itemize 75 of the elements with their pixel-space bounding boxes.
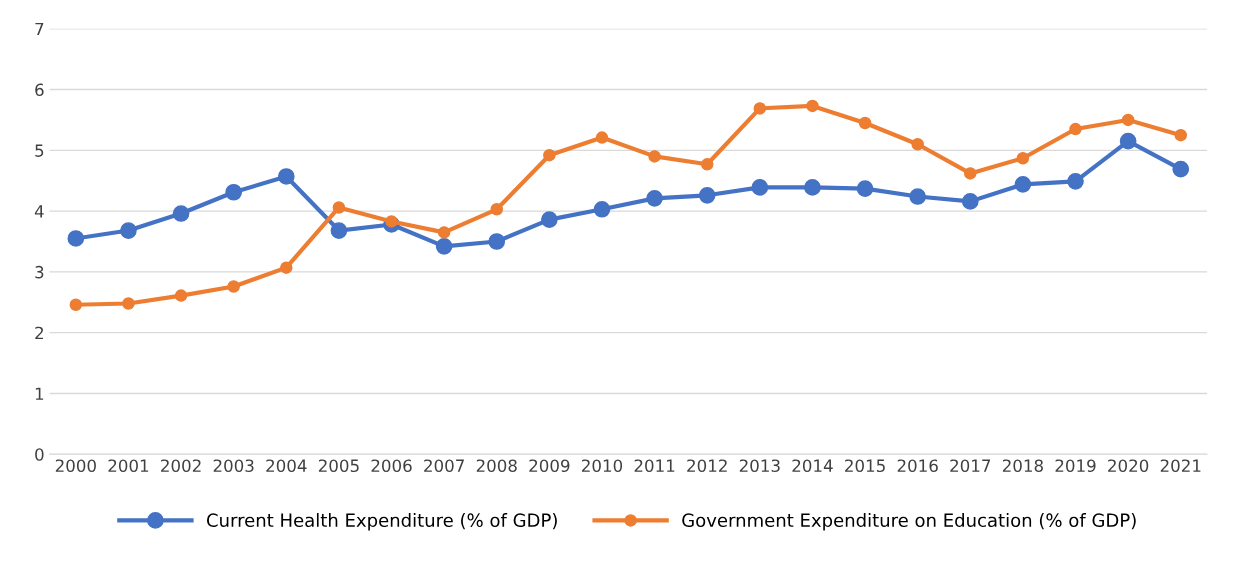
point (964, 167, 977, 180)
point (174, 289, 188, 302)
point (1172, 160, 1190, 178)
x-tick-label: 2007 (424, 459, 464, 473)
x-tick-label: 2012 (687, 459, 727, 473)
y-tick-label: 3 (35, 265, 44, 279)
point (593, 200, 611, 218)
y-tick-label: 1 (35, 387, 44, 400)
x-tick-label: 2015 (845, 459, 885, 473)
x-tick-label: 2011 (634, 459, 675, 473)
point (490, 203, 503, 216)
x-tick-label: 2014 (792, 459, 833, 473)
point (856, 180, 874, 197)
x-tick-label: 2021 (1160, 459, 1201, 473)
point (227, 280, 240, 293)
point (541, 211, 558, 228)
point (1119, 132, 1137, 150)
x-tick-label: 2019 (1055, 459, 1096, 473)
point (648, 150, 661, 163)
point (1069, 122, 1082, 136)
point (646, 190, 663, 207)
x-tick-label: 2017 (950, 459, 991, 473)
point (67, 230, 85, 247)
point (385, 215, 398, 228)
point (1016, 151, 1030, 165)
x-tick-label: 2006 (371, 459, 412, 473)
x-tick-label: 2002 (161, 459, 201, 473)
point (911, 137, 924, 151)
point (488, 233, 506, 250)
point (332, 201, 346, 214)
point (330, 222, 348, 239)
point (1121, 113, 1135, 127)
point (804, 179, 821, 196)
x-tick-label: 2008 (476, 459, 517, 473)
point (1067, 172, 1084, 190)
point (172, 205, 190, 222)
point (753, 102, 767, 115)
x-tick-label: 2013 (739, 459, 780, 473)
y-tick-label: 2 (35, 326, 43, 340)
point (700, 158, 714, 171)
y-tick-label: 5 (35, 144, 44, 157)
x-tick-label: 2018 (1002, 459, 1043, 473)
point (961, 193, 979, 210)
point (751, 179, 769, 196)
point (225, 183, 243, 201)
x-tick-label: 2020 (1108, 459, 1149, 473)
y-tick-label: 4 (34, 205, 44, 218)
legend-label: Current Health Expenditure (% of GDP) (206, 513, 557, 531)
x-tick-label: 2010 (581, 459, 623, 473)
x-tick-label: 2016 (897, 459, 938, 473)
point (909, 188, 927, 205)
point (437, 226, 451, 239)
point (595, 131, 609, 144)
y-tick-label: 7 (35, 22, 44, 36)
point (858, 116, 872, 130)
y-tick-label: 0 (35, 448, 44, 461)
y-tick-label: 6 (35, 83, 44, 97)
x-tick-label: 2003 (213, 459, 254, 473)
point (122, 297, 135, 310)
point (543, 148, 556, 162)
legend-label: Government Expenditure on Education (% of GDP) (682, 513, 1136, 531)
point (120, 222, 137, 239)
point (435, 238, 453, 255)
point (1174, 128, 1187, 142)
point (69, 298, 83, 311)
point (806, 99, 819, 113)
x-tick-label: 2001 (108, 459, 149, 473)
point (277, 168, 295, 185)
point (698, 186, 716, 204)
point (1014, 176, 1032, 193)
x-tick-label: 2009 (529, 459, 570, 473)
x-tick-label: 2005 (318, 459, 359, 473)
x-tick-label: 2004 (266, 459, 307, 473)
x-tick-label: 2000 (55, 459, 96, 473)
point (280, 261, 293, 274)
